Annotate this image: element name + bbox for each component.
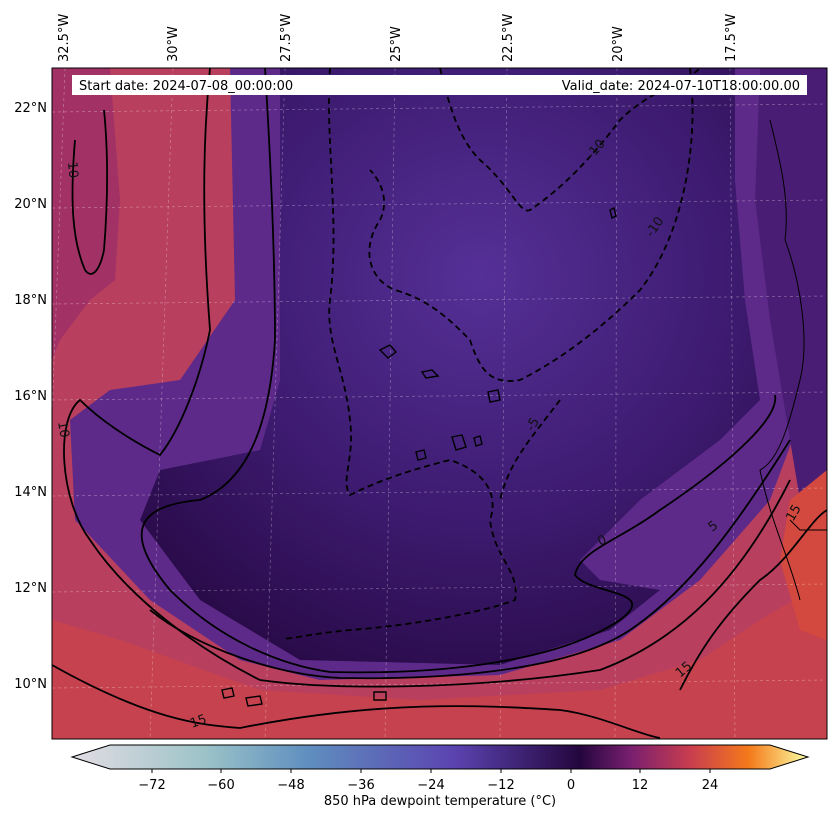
island [473, 435, 483, 447]
colorbar-tick-label: 24 [702, 778, 719, 793]
map-frame [51, 67, 828, 740]
contour-label: 15 [188, 712, 209, 732]
contour-label: 15 [783, 502, 804, 524]
contour-10-west [71, 109, 108, 275]
lon-label: 22.5°W [501, 14, 516, 62]
valid-date-label: Valid_date: 2024-07-10T18:00:00.00 [562, 79, 800, 94]
header-box [72, 75, 807, 95]
contour-5 [149, 439, 791, 680]
dry-core-zone [140, 68, 760, 665]
colorbar-tick-label: −72 [138, 778, 165, 793]
contour-blob [373, 691, 387, 701]
contour-labels: 10 -10 -10 10 -5 0 5 15 15 15 [54, 137, 805, 732]
contour-blob [245, 695, 263, 707]
lat-label: 20°N [14, 197, 47, 212]
lat-label: 22°N [14, 101, 47, 116]
island [378, 344, 398, 359]
lon-label: 27.5°W [279, 14, 294, 62]
contour-10-main [63, 68, 791, 688]
contour-label: 10 [64, 161, 80, 179]
lat-label: 14°N [14, 485, 47, 500]
colorbar-title: 850 hPa dewpoint temperature (°C) [324, 794, 556, 809]
contour-neg5 [284, 68, 517, 640]
colorbar-tick-label: −24 [417, 778, 444, 793]
island [415, 449, 427, 461]
contour-15-east [679, 509, 827, 691]
dry-strip-east [755, 68, 827, 520]
map-area: 10 -10 -10 10 -5 0 5 15 15 15 [52, 68, 827, 739]
solid-contours [52, 68, 827, 739]
moist-coast-east [780, 470, 827, 640]
dashed-contours [284, 68, 701, 640]
colorbar-ticks [151, 769, 711, 773]
lat-label: 12°N [14, 581, 47, 596]
contour-0 [140, 68, 777, 674]
lon-label: 32.5°W [57, 14, 72, 62]
colorbar-tick-label: −36 [347, 778, 374, 793]
contour-neg10-north [439, 68, 701, 212]
border-line [789, 519, 827, 531]
lat-label: 10°N [14, 677, 47, 692]
colorbar-tick-label: −60 [207, 778, 234, 793]
lon-label: 17.5°W [724, 14, 739, 62]
colorbar-tick-label: 12 [632, 778, 649, 793]
lat-label: 18°N [14, 293, 47, 308]
contour-blob [221, 687, 235, 699]
contour-neg5-link [499, 399, 561, 501]
west-africa-coast [759, 119, 805, 601]
colorbar: −72 −60 −48 −36 −24 −12 0 12 24 850 hPa … [70, 744, 810, 809]
lat-label: 16°N [14, 389, 47, 404]
lon-label: 20°W [611, 26, 626, 62]
contour-15-south [52, 664, 661, 739]
island [487, 389, 501, 403]
latitude-labels: 22°N 20°N 18°N 16°N 14°N 12°N 10°N [14, 101, 47, 692]
moist-band-west [52, 68, 120, 360]
island [451, 434, 467, 451]
contour-neg10-inner [368, 68, 694, 382]
lon-label: 25°W [389, 26, 404, 62]
colorbar-tick-label: 0 [567, 778, 575, 793]
colorbar-tick-label: −48 [277, 778, 304, 793]
colorbar-tick-label: −12 [487, 778, 514, 793]
start-date-label: Start date: 2024-07-08_00:00:00 [79, 79, 293, 94]
island [609, 206, 617, 220]
island [420, 369, 440, 379]
contour-label: 10 [54, 420, 72, 439]
longitude-labels: 32.5°W 30°W 27.5°W 25°W 22.5°W 20°W 17.5… [57, 14, 739, 62]
colorbar-bar [70, 744, 810, 770]
lon-label: 30°W [166, 26, 181, 62]
coastlines [221, 119, 827, 707]
